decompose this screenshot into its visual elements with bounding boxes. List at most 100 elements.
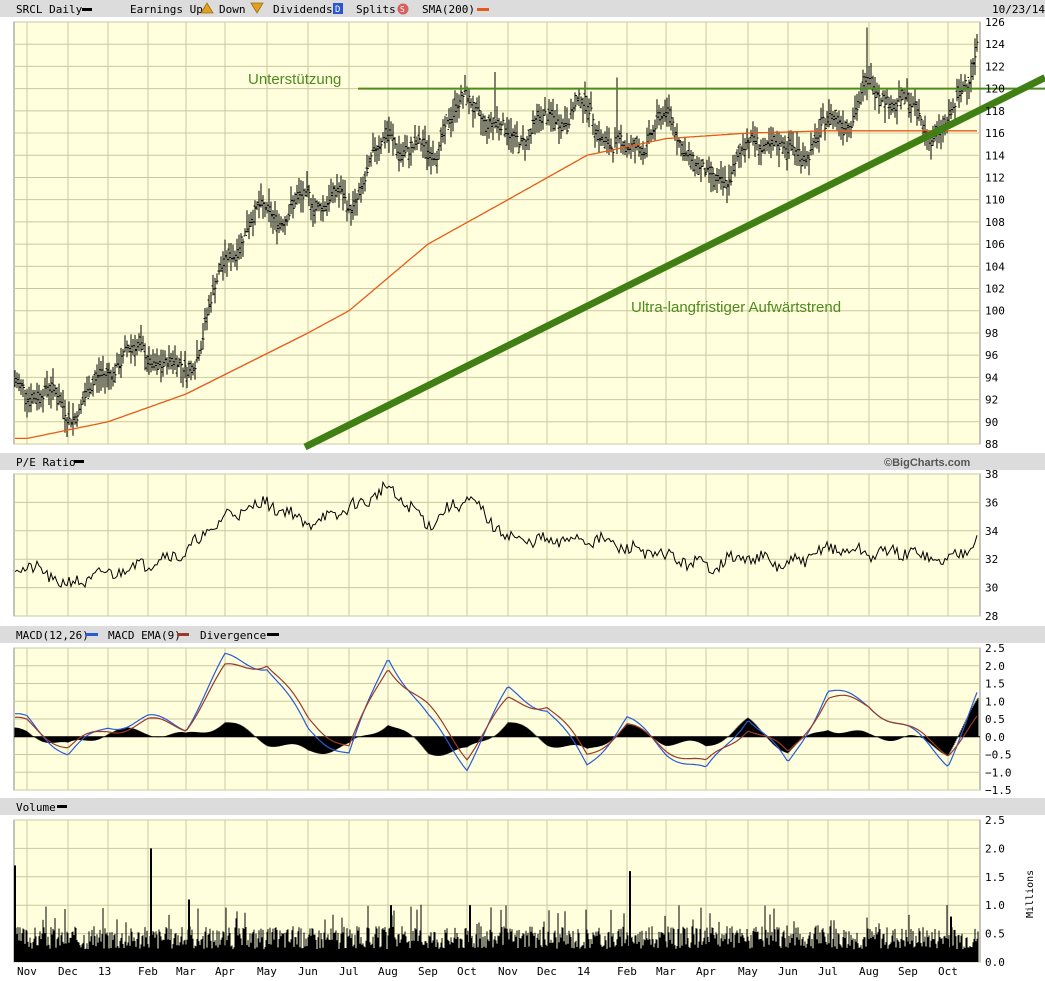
- support-label: Unterstützung: [248, 71, 341, 88]
- x-tick-label: Nov: [17, 965, 37, 978]
- x-tick-label: Apr: [215, 965, 235, 978]
- y-tick-label: 1.5: [985, 678, 1005, 691]
- x-tick-label: Sep: [898, 965, 918, 978]
- macd-line: [14, 652, 978, 772]
- y-tick-label: 122: [985, 60, 1005, 73]
- x-tick-label: 13: [98, 965, 111, 978]
- x-tick-label: May: [738, 965, 758, 978]
- y-tick-label: 2.5: [985, 642, 1005, 655]
- splits-marker: S: [400, 5, 405, 14]
- x-tick-label: Oct: [938, 965, 958, 978]
- y-tick-label: 0.0: [985, 956, 1005, 969]
- x-tick-label: Oct: [457, 965, 477, 978]
- y-tick-label: 92: [985, 394, 998, 407]
- earnings-label: Earnings Up: [130, 3, 203, 16]
- x-tick-label: Dec: [537, 965, 557, 978]
- x-tick-label: Mar: [656, 965, 676, 978]
- symbol-legend-swatch: [82, 8, 92, 11]
- y-tick-label: 96: [985, 349, 998, 362]
- y-tick-label: 2.0: [985, 842, 1005, 855]
- y-tick-label: −0.5: [985, 749, 1012, 762]
- divergence-legend-swatch: [267, 633, 279, 636]
- y-tick-label: −1.5: [985, 784, 1012, 797]
- volume-unit-label: Millions: [1025, 870, 1036, 918]
- y-tick-label: 116: [985, 127, 1005, 140]
- sma-legend-swatch: [477, 8, 489, 11]
- y-tick-label: 98: [985, 327, 998, 340]
- sma-200-line: [15, 130, 977, 440]
- x-tick-label: Jul: [818, 965, 838, 978]
- y-tick-label: 1.5: [985, 871, 1005, 884]
- macd-legend-swatch: [86, 633, 98, 636]
- x-tick-label: Jul: [339, 965, 359, 978]
- y-tick-label: 106: [985, 238, 1005, 251]
- pe-header: [0, 453, 1045, 470]
- trendline: [303, 74, 1045, 451]
- y-tick-label: 0.5: [985, 713, 1005, 726]
- y-tick-label: 126: [985, 16, 1005, 29]
- earnings-down-label: Down: [219, 3, 246, 16]
- y-tick-label: 100: [985, 305, 1005, 318]
- y-tick-label: 28: [985, 610, 998, 623]
- y-tick-label: 0.5: [985, 928, 1005, 941]
- y-tick-label: 104: [985, 260, 1005, 273]
- y-tick-label: −1.0: [985, 766, 1012, 779]
- y-tick-label: 102: [985, 283, 1005, 296]
- x-tick-label: Aug: [859, 965, 879, 978]
- dividends-label: Dividends: [273, 3, 333, 16]
- earnings-up-icon: [200, 2, 214, 14]
- y-tick-label: 112: [985, 171, 1005, 184]
- y-tick-label: 1.0: [985, 899, 1005, 912]
- macd-ema-line: [14, 663, 978, 761]
- x-tick-label: Aug: [378, 965, 398, 978]
- y-tick-label: 88: [985, 438, 998, 451]
- y-tick-label: 114: [985, 149, 1005, 162]
- x-tick-label: Dec: [58, 965, 78, 978]
- y-tick-label: 94: [985, 371, 999, 384]
- volume-label: Volume: [16, 801, 56, 814]
- x-tick-label: Feb: [138, 965, 158, 978]
- pe-legend-swatch: [74, 460, 84, 463]
- x-tick-label: 14: [577, 965, 591, 978]
- watermark: ©BigCharts.com: [884, 457, 971, 469]
- macd-ema-legend-swatch: [177, 633, 189, 636]
- macd-header: [0, 626, 1045, 643]
- y-tick-label: 36: [985, 496, 998, 509]
- earnings-down-icon: [250, 2, 264, 14]
- x-tick-label: Nov: [498, 965, 518, 978]
- x-tick-label: Sep: [418, 965, 438, 978]
- macd-ema-label: MACD EMA(9): [108, 629, 181, 642]
- x-tick-label: Feb: [617, 965, 637, 978]
- price-panel: [13, 21, 981, 445]
- y-tick-label: 2.0: [985, 660, 1005, 673]
- y-tick-label: 118: [985, 105, 1005, 118]
- pe-label: P/E Ratio: [16, 456, 76, 469]
- dividends-icon: [333, 3, 343, 14]
- y-tick-label: 2.5: [985, 814, 1005, 827]
- x-tick-label: Mar: [176, 965, 196, 978]
- splits-icon: [397, 3, 409, 15]
- y-tick-label: 38: [985, 468, 998, 481]
- y-tick-label: 32: [985, 553, 998, 566]
- trend-label: Ultra-langfristiger Aufwärtstrend: [631, 299, 841, 316]
- symbol-label: SRCL Daily: [16, 3, 83, 16]
- volume-header: [0, 798, 1045, 815]
- y-tick-label: 34: [985, 525, 999, 538]
- x-tick-label: Jun: [778, 965, 798, 978]
- y-tick-label: 110: [985, 194, 1005, 207]
- divergence-label: Divergence: [200, 629, 266, 642]
- macd-label: MACD(12,26): [16, 629, 89, 642]
- y-tick-label: 0.0: [985, 731, 1005, 744]
- chart-date: 10/23/14: [992, 3, 1045, 16]
- x-tick-label: May: [257, 965, 277, 978]
- dividends-marker: D: [335, 5, 340, 15]
- y-tick-label: 90: [985, 416, 998, 429]
- y-tick-label: 1.0: [985, 695, 1005, 708]
- y-tick-label: 30: [985, 582, 998, 595]
- y-tick-label: 108: [985, 216, 1005, 229]
- y-tick-label: 120: [985, 83, 1005, 96]
- sma-label: SMA(200): [422, 3, 475, 16]
- x-tick-label: Jun: [298, 965, 318, 978]
